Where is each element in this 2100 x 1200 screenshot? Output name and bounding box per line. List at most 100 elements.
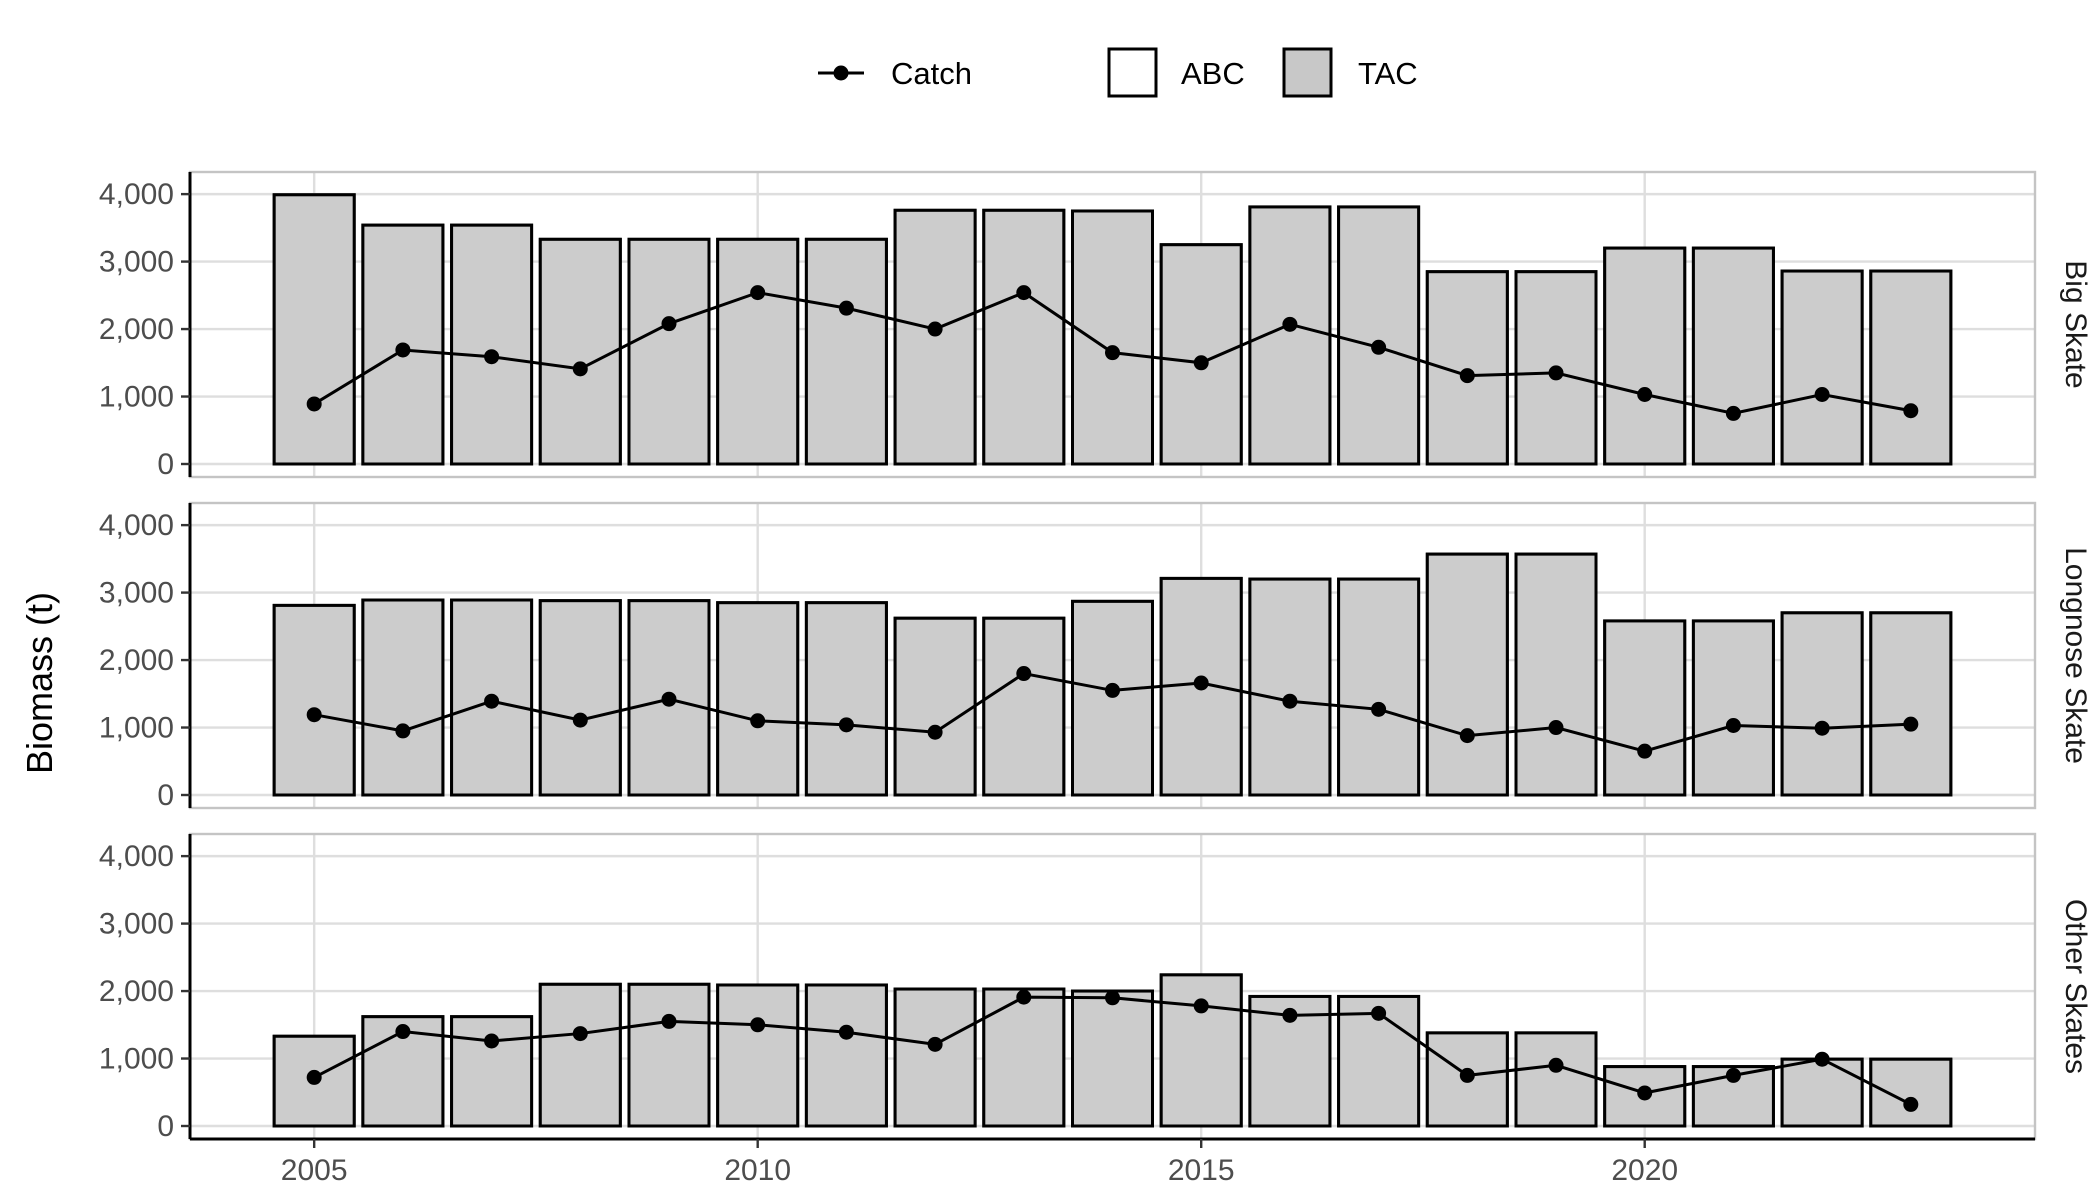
catch-point-2019 xyxy=(1548,1057,1564,1073)
catch-point-2009 xyxy=(661,316,677,332)
catch-point-2009 xyxy=(661,1013,677,1029)
catch-point-2011 xyxy=(838,1024,854,1040)
catch-point-2007 xyxy=(484,1033,500,1049)
catch-point-2021 xyxy=(1725,718,1741,734)
catch-point-2006 xyxy=(395,723,411,739)
catch-point-2010 xyxy=(750,285,766,301)
catch-point-2021 xyxy=(1725,405,1741,421)
y-axis-title: Biomass (t) xyxy=(19,592,60,774)
catch-point-2011 xyxy=(838,300,854,316)
bar-tac-2008 xyxy=(538,599,622,797)
bar-tac-2022 xyxy=(1780,1057,1864,1128)
catch-point-2008 xyxy=(572,1026,588,1042)
legend-label-catch: Catch xyxy=(891,56,972,91)
y-tick-label: 3,000 xyxy=(99,246,174,279)
y-tick-label: 4,000 xyxy=(99,509,174,542)
bar-tac-2011 xyxy=(804,601,888,797)
bar-tac-2005 xyxy=(272,193,356,466)
legend-key-tac xyxy=(1282,47,1333,98)
catch-point-2008 xyxy=(572,712,588,728)
legend-key-abc xyxy=(1107,47,1158,98)
catch-point-2020 xyxy=(1637,743,1653,759)
catch-point-2023 xyxy=(1903,1096,1919,1112)
catch-point-2010 xyxy=(750,713,766,729)
bar-tac-2022 xyxy=(1780,269,1864,466)
bar-tac-2010 xyxy=(716,237,800,466)
bar-tac-2022 xyxy=(1780,611,1864,797)
bar-tac-2010 xyxy=(716,601,800,797)
bar-tac-2009 xyxy=(627,599,711,797)
strip-label-big-skate: Big Skate xyxy=(2059,260,2092,388)
y-tick-label: 3,000 xyxy=(99,908,174,941)
catch-point-2020 xyxy=(1637,1085,1653,1101)
bar-tac-2023 xyxy=(1869,1057,1953,1128)
bar-tac-2019 xyxy=(1514,552,1598,797)
y-tick-label: 0 xyxy=(157,1110,174,1143)
catch-point-2013 xyxy=(1016,666,1032,682)
bar-tac-2020 xyxy=(1603,619,1687,797)
catch-point-2016 xyxy=(1282,316,1298,332)
legend-item-tac: TAC xyxy=(1282,47,1418,98)
x-tick-label: 2020 xyxy=(1611,1154,1678,1187)
bar-tac-2018 xyxy=(1425,552,1509,797)
y-tick-label: 0 xyxy=(157,779,174,812)
catch-point-2018 xyxy=(1459,1067,1475,1083)
catch-point-2022 xyxy=(1814,387,1830,403)
legend-label-tac: TAC xyxy=(1358,56,1418,91)
catch-point-2014 xyxy=(1105,990,1120,1006)
legend-key-catch-point xyxy=(833,65,849,81)
catch-point-2014 xyxy=(1105,345,1120,361)
facet-panels: 0 1,000 2,000 3,000 4,000 Big Skate 0 1,000 2,00… xyxy=(99,170,2092,1143)
catch-point-2019 xyxy=(1548,720,1564,736)
catch-point-2022 xyxy=(1814,1051,1830,1067)
catch-point-2018 xyxy=(1459,728,1475,744)
bar-tac-2013 xyxy=(982,987,1066,1128)
catch-point-2005 xyxy=(306,707,322,723)
bar-tac-2008 xyxy=(538,982,622,1128)
panel-longnose-skate: 0 1,000 2,000 3,000 4,000 Longnose Skate xyxy=(99,501,2092,812)
bar-tac-2006 xyxy=(361,598,445,797)
bar-tac-2014 xyxy=(1071,989,1154,1128)
bar-tac-2010 xyxy=(716,983,800,1128)
catch-point-2006 xyxy=(395,1024,411,1040)
legend-label-abc: ABC xyxy=(1181,56,1245,91)
y-tick-label: 1,000 xyxy=(99,381,174,414)
catch-point-2016 xyxy=(1282,693,1298,709)
bar-tac-2020 xyxy=(1603,246,1687,466)
bar-tac-2013 xyxy=(982,208,1066,466)
catch-point-2018 xyxy=(1459,368,1475,384)
x-axis: 2005 2010 2015 2020 xyxy=(190,1137,2035,1187)
bar-tac-2011 xyxy=(804,237,888,466)
catch-point-2019 xyxy=(1548,365,1564,381)
catch-point-2013 xyxy=(1016,285,1032,301)
bar-tac-2021 xyxy=(1691,246,1775,466)
y-tick-label: 3,000 xyxy=(99,577,174,610)
catch-point-2021 xyxy=(1725,1067,1741,1083)
catch-point-2015 xyxy=(1193,355,1209,371)
y-tick-label: 2,000 xyxy=(99,644,174,677)
catch-point-2014 xyxy=(1105,682,1120,698)
catch-point-2020 xyxy=(1637,387,1653,403)
catch-point-2016 xyxy=(1282,1007,1298,1023)
bar-tac-2016 xyxy=(1248,994,1332,1128)
catch-point-2009 xyxy=(661,691,677,707)
catch-point-2017 xyxy=(1371,339,1387,355)
bar-tac-2014 xyxy=(1071,209,1154,466)
catch-point-2007 xyxy=(484,349,500,365)
x-tick-label: 2015 xyxy=(1168,1154,1235,1187)
bar-tac-2008 xyxy=(538,237,622,466)
catch-point-2015 xyxy=(1193,998,1209,1014)
catch-point-2022 xyxy=(1814,720,1830,736)
bar-tac-2014 xyxy=(1071,599,1154,797)
bar-tac-2015 xyxy=(1159,243,1243,466)
bar-tac-2009 xyxy=(627,237,711,466)
bar-tac-2012 xyxy=(893,208,977,466)
panel-big-skate: 0 1,000 2,000 3,000 4,000 Big Skate xyxy=(99,170,2092,481)
y-tick-label: 0 xyxy=(157,448,174,481)
bar-tac-2017 xyxy=(1337,205,1421,466)
catch-point-2005 xyxy=(306,1069,322,1085)
catch-point-2006 xyxy=(395,342,411,358)
bar-tac-2016 xyxy=(1248,577,1332,797)
strip-label-longnose-skate: Longnose Skate xyxy=(2059,547,2092,764)
